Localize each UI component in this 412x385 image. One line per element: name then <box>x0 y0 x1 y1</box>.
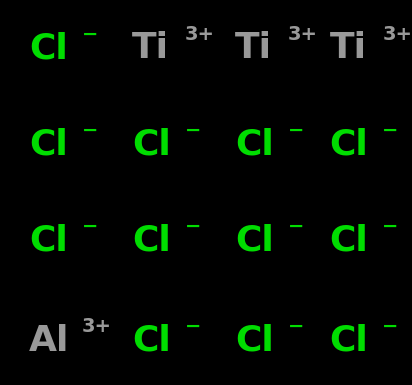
Text: −: − <box>382 317 399 336</box>
Text: Cl: Cl <box>132 224 171 258</box>
Text: Cl: Cl <box>29 224 68 258</box>
Text: −: − <box>82 121 98 140</box>
Text: −: − <box>185 121 201 140</box>
Text: −: − <box>288 217 304 236</box>
Text: 3+: 3+ <box>185 25 215 44</box>
Text: Ti: Ti <box>330 31 367 65</box>
Text: −: − <box>288 317 304 336</box>
Text: −: − <box>382 217 399 236</box>
Text: Cl: Cl <box>235 127 274 161</box>
Text: −: − <box>185 217 201 236</box>
Text: −: − <box>82 217 98 236</box>
Text: Cl: Cl <box>330 127 368 161</box>
Text: Cl: Cl <box>330 324 368 358</box>
Text: −: − <box>185 317 201 336</box>
Text: 3+: 3+ <box>288 25 318 44</box>
Text: −: − <box>288 121 304 140</box>
Text: Cl: Cl <box>330 224 368 258</box>
Text: Al: Al <box>29 324 69 358</box>
Text: Cl: Cl <box>132 127 171 161</box>
Text: Cl: Cl <box>29 127 68 161</box>
Text: Cl: Cl <box>235 224 274 258</box>
Text: 3+: 3+ <box>382 25 412 44</box>
Text: Cl: Cl <box>29 31 68 65</box>
Text: Cl: Cl <box>132 324 171 358</box>
Text: Ti: Ti <box>132 31 169 65</box>
Text: −: − <box>382 121 399 140</box>
Text: Cl: Cl <box>235 324 274 358</box>
Text: −: − <box>82 25 98 44</box>
Text: 3+: 3+ <box>82 317 112 336</box>
Text: Ti: Ti <box>235 31 272 65</box>
